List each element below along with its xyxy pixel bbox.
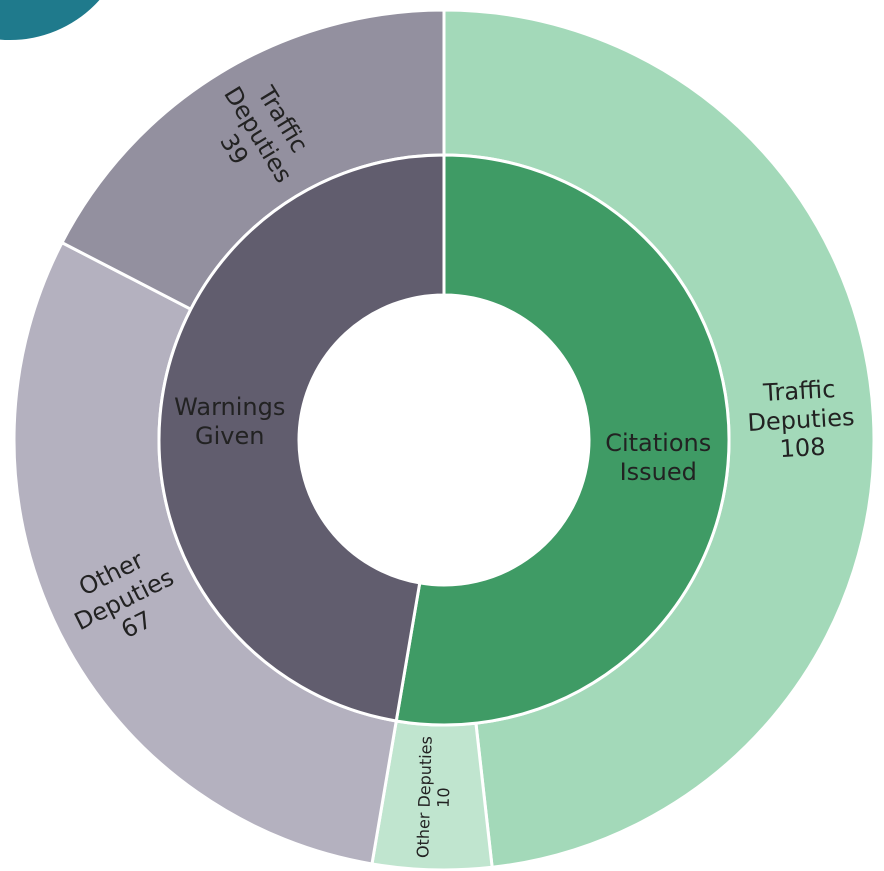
label-line: 108: [778, 433, 827, 464]
label-line: Other Deputies: [413, 735, 436, 859]
label-line: Traffic Deputies: [746, 374, 856, 437]
corner-decoration: [0, 0, 100, 40]
label-line: 10: [433, 787, 454, 809]
segment-label: Warnings Given: [165, 382, 295, 462]
label-line: Warnings Given: [174, 393, 286, 450]
inner-segment: [394, 153, 731, 727]
sunburst: [12, 8, 876, 871]
label-text: Warnings Given: [165, 382, 295, 462]
label-text: Other Deputies 10: [402, 727, 466, 869]
label-line: Citations Issued: [605, 429, 712, 487]
inner-segment: [157, 153, 446, 723]
label-text: Citations Issued: [593, 418, 723, 498]
segment-label: Citations Issued: [593, 418, 723, 498]
label-text: Traffic Deputies 108: [723, 361, 879, 479]
label-box: Citations Issued: [593, 418, 723, 498]
label-box: Warnings Given: [165, 382, 295, 462]
